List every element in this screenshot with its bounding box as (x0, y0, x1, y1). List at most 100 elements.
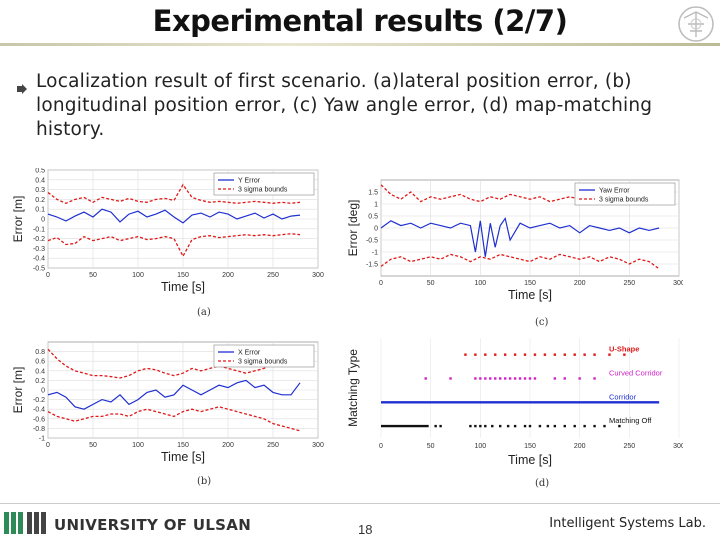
x-tick-label: 150 (177, 442, 189, 449)
matching-point (573, 424, 576, 428)
matching-level-label: Curved Corridor (609, 368, 663, 377)
chart-a-lateral-error: 0 50 100 150 200 250 300 0.5 0.4 0.3 0.2 0.1 0 -0.1 -0… (11, 168, 324, 294)
y-tick-label: 0 (41, 217, 45, 224)
matching-point (474, 424, 477, 428)
matching-point (506, 424, 510, 428)
x-axis-label: Time [s] (508, 288, 552, 302)
matching-point (503, 377, 507, 380)
y-tick-label: -0.1 (33, 226, 45, 233)
legend-entry: 3 sigma bounds (238, 359, 288, 366)
y-tick-label: 0.2 (35, 197, 45, 204)
matching-point (533, 353, 537, 356)
chart-b-longitudinal-error: 0 50 100 150 200 250 300 0.8 0.6 0.4 0.2 0 -0.2 -0.4 -… (11, 341, 324, 464)
y-tick-label: 0.1 (35, 207, 45, 214)
y-axis-label: Error [deg] (346, 200, 360, 257)
bullet-icon (17, 84, 27, 94)
matching-point (578, 377, 581, 380)
matching-level-label: U-Shape (609, 345, 639, 354)
error-line (380, 216, 660, 257)
x-tick-label: 250 (267, 442, 279, 449)
x-axis-label: Time [s] (508, 453, 552, 467)
matching-point (518, 377, 522, 380)
footer-lab-name: Intelligent Systems Lab. (549, 516, 706, 531)
y-axis-label: Matching Type (346, 349, 360, 427)
matching-point (449, 377, 452, 380)
matching-point (499, 424, 502, 428)
y-tick-label: -1 (372, 250, 378, 257)
x-tick-label: 100 (474, 443, 486, 450)
y-tick-label: -0.5 (366, 238, 378, 245)
matching-point (523, 353, 527, 356)
y-axis-label: Error [m] (11, 367, 25, 414)
matching-point (563, 377, 566, 380)
matching-point (528, 377, 532, 380)
x-tick-label: 300 (673, 280, 683, 287)
x-tick-label: 250 (623, 443, 635, 450)
matching-point (491, 424, 494, 428)
matching-point (484, 377, 487, 380)
matching-point (513, 377, 517, 380)
matching-level-label: Matching Off (609, 416, 652, 425)
matching-point (508, 377, 512, 380)
matching-point (538, 424, 542, 428)
matching-point (593, 353, 596, 356)
matching-point (546, 424, 550, 428)
caption-b: (b) (197, 476, 212, 487)
university-logo-icon (4, 512, 46, 534)
x-tick-label: 0 (379, 280, 383, 287)
caption-a: (a) (197, 307, 211, 318)
matching-point (494, 353, 497, 356)
matching-point (489, 377, 492, 380)
sigma-bound-line (47, 348, 301, 379)
x-tick-label: 100 (132, 272, 144, 279)
y-tick-label: 1 (374, 202, 378, 209)
x-tick-label: 150 (524, 443, 536, 450)
matching-point (553, 424, 557, 428)
y-tick-label: -0.4 (33, 256, 45, 263)
matching-point (499, 377, 502, 380)
matching-point (513, 424, 517, 428)
matching-point (563, 353, 566, 356)
page-number: 18 (358, 522, 373, 537)
x-tick-label: 50 (427, 443, 435, 450)
x-tick-label: 50 (89, 272, 97, 279)
matching-point (603, 424, 606, 428)
y-tick-label: -0.4 (33, 407, 45, 414)
caption-d: (d) (535, 478, 550, 489)
y-tick-label: 0.4 (35, 368, 45, 375)
y-tick-label: 0.5 (35, 168, 45, 175)
legend-entry: 3 sigma bounds (599, 197, 649, 204)
matching-point (439, 424, 442, 428)
matching-point (484, 353, 487, 356)
x-tick-label: 200 (574, 280, 586, 287)
y-tick-label: 0.3 (35, 187, 45, 194)
legend-entry: Y Error (238, 178, 261, 185)
y-tick-label: -0.2 (33, 236, 45, 243)
x-tick-label: 200 (222, 272, 234, 279)
matching-point (608, 353, 611, 356)
x-tick-label: 0 (379, 443, 383, 450)
x-tick-label: 0 (46, 442, 50, 449)
matching-point (623, 353, 626, 356)
y-tick-label: 0.2 (35, 378, 45, 385)
matching-point (484, 424, 487, 428)
legend-entry: 3 sigma bounds (238, 187, 288, 194)
matching-point (593, 424, 596, 428)
y-tick-label: 0.8 (35, 349, 45, 356)
legend-entry: Yaw Error (599, 188, 630, 195)
bullet-text: Localization result of first scenario. (… (36, 71, 653, 140)
error-line (47, 379, 301, 410)
y-tick-label: 0 (374, 226, 378, 233)
x-axis-label: Time [s] (161, 450, 205, 464)
matching-point (528, 424, 532, 428)
y-tick-label: -1 (39, 436, 45, 443)
matching-point (523, 377, 527, 380)
slide-title: Experimental results (2/7) (152, 4, 568, 38)
x-tick-label: 200 (222, 442, 234, 449)
caption-c: (c) (535, 317, 549, 328)
x-tick-label: 200 (574, 443, 586, 450)
matching-point (533, 377, 537, 380)
y-tick-label: 0.6 (35, 359, 45, 366)
matching-point (513, 353, 517, 356)
matching-point (573, 353, 576, 356)
